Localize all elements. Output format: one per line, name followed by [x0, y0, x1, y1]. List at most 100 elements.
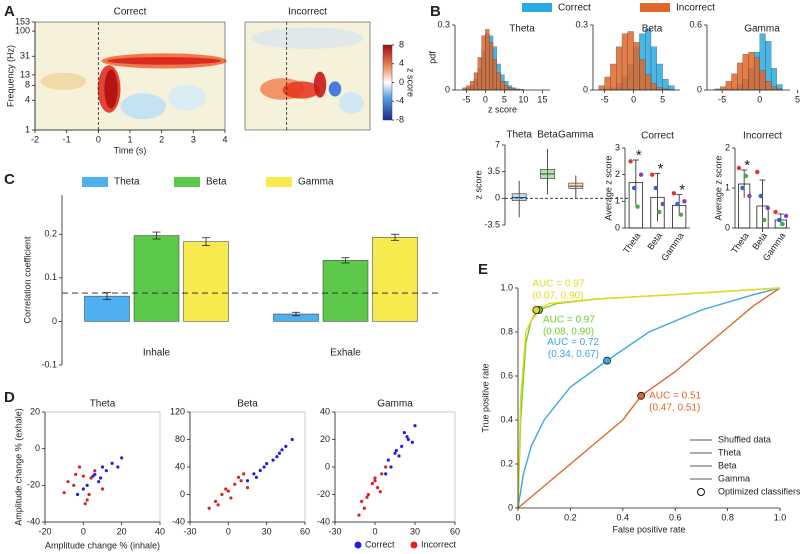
x-tick-label: -2: [31, 134, 39, 144]
scatter-point: [216, 503, 220, 507]
histogram-bar: [650, 83, 657, 91]
scatter-point: [236, 475, 241, 479]
scatter-point: [410, 440, 414, 444]
histogram-bar: [485, 29, 490, 91]
scatter-point: [81, 474, 85, 478]
scatter-point: [62, 491, 66, 495]
scatter-point: [389, 465, 393, 469]
scatter-point: [271, 458, 275, 462]
scatter-point: [233, 482, 237, 486]
y-tick-label: 4: [25, 95, 30, 105]
scatter-point: [360, 499, 364, 503]
auc-label: AUC = 0.97: [543, 315, 595, 326]
heatmap-blob: [104, 69, 118, 109]
data-point: [773, 209, 778, 215]
histogram-bar: [616, 46, 623, 91]
colorbar-tick-label: -4: [396, 96, 404, 106]
x-tick-label: 2: [159, 134, 164, 144]
legend-marker: [697, 488, 705, 496]
scatter-point: [229, 496, 233, 500]
x-tick-label: 1: [127, 134, 132, 144]
heatmap-blob: [328, 81, 342, 97]
x-tick-label: 0: [515, 512, 520, 522]
y-tick-label: 0: [35, 443, 40, 453]
x-tick-label: 0: [372, 526, 377, 536]
legend-swatch: [82, 177, 108, 187]
legend-label: Theta: [718, 447, 741, 457]
x-tick-label: 0.6: [669, 512, 682, 522]
x-tick-label: -5: [462, 94, 470, 104]
optimal-label: (0.34, 0.67): [548, 349, 599, 360]
legend-label: Correct: [365, 539, 395, 549]
subplot-title: Beta: [642, 24, 663, 35]
histogram-bar: [621, 33, 628, 91]
histogram-bar: [748, 51, 755, 91]
histogram-bar: [639, 59, 646, 91]
data-point: [758, 193, 763, 199]
colorbar-tick-label: 8: [399, 39, 404, 49]
histogram-bar: [633, 42, 640, 91]
histogram-bar: [470, 81, 475, 91]
legend-swatch: [174, 177, 200, 187]
data-point: [635, 204, 640, 209]
y-tick-label: -40: [317, 516, 330, 526]
subplot-title: Beta: [237, 399, 258, 410]
y-tick-label: 1: [25, 124, 30, 134]
optimal-point: [532, 306, 541, 314]
scatter-point: [357, 513, 361, 517]
scatter-point: [284, 444, 288, 448]
significance-mark: *: [679, 182, 685, 199]
x-tick-label: 0: [96, 134, 101, 144]
data-point: [638, 172, 644, 177]
scatter-point: [77, 465, 82, 469]
data-point: [780, 221, 785, 227]
y-tick-label: 31: [20, 51, 30, 61]
colorbar-tick-label: 0: [399, 77, 404, 87]
x-tick-label: 15: [537, 94, 547, 104]
scatter-point: [83, 502, 87, 506]
y-axis-label: z score: [473, 170, 483, 199]
y-tick-label: 0.6: [500, 370, 513, 380]
histogram-bar: [504, 85, 509, 91]
x-tick-label: -20: [38, 526, 51, 536]
y-tick-label: -20: [317, 489, 330, 499]
y-tick-label: 3: [615, 142, 620, 152]
y-axis-label: Average z score: [713, 156, 723, 221]
scatter-point: [373, 476, 377, 480]
subplot-title: Gamma: [377, 399, 413, 410]
optimal-point: [637, 391, 646, 400]
colorbar-tick-label: 4: [399, 58, 404, 68]
category-label: Exhale: [330, 348, 361, 359]
legend-marker: [354, 541, 362, 549]
y-tick-label: 0: [445, 84, 450, 94]
x-tick-label: 60: [300, 526, 310, 536]
y-tick-label: 0: [725, 222, 730, 232]
heatmap-blob: [338, 92, 364, 114]
histogram-bar: [627, 31, 634, 91]
histogram-bar: [477, 57, 482, 91]
histogram-bar: [662, 79, 669, 91]
histogram-bar: [489, 42, 494, 91]
bar: [84, 295, 130, 322]
x-tick-label: 5: [660, 94, 665, 104]
scatter-point: [66, 480, 70, 484]
y-tick-label: 20: [30, 406, 40, 416]
roc-curve: [517, 287, 781, 509]
x-tick-label: 5: [795, 94, 800, 104]
scatter-point: [405, 435, 409, 439]
data-point: [736, 165, 742, 171]
legend-label: Gamma: [298, 177, 334, 188]
bar: [322, 260, 369, 322]
auc-label: AUC = 0.72: [547, 337, 599, 348]
scatter-point: [74, 472, 78, 476]
y-axis-label: Correlation coefficient: [22, 236, 32, 323]
y-tick-label: -0.1: [41, 359, 57, 369]
data-point: [675, 201, 680, 207]
x-tick-label: 0.8: [721, 512, 734, 522]
colorbar: [382, 44, 393, 121]
x-tick-label: 0: [483, 94, 488, 104]
data-point: [747, 193, 752, 199]
x-tick-label: -30: [328, 526, 341, 536]
legend-label: Incorrect: [421, 539, 457, 549]
